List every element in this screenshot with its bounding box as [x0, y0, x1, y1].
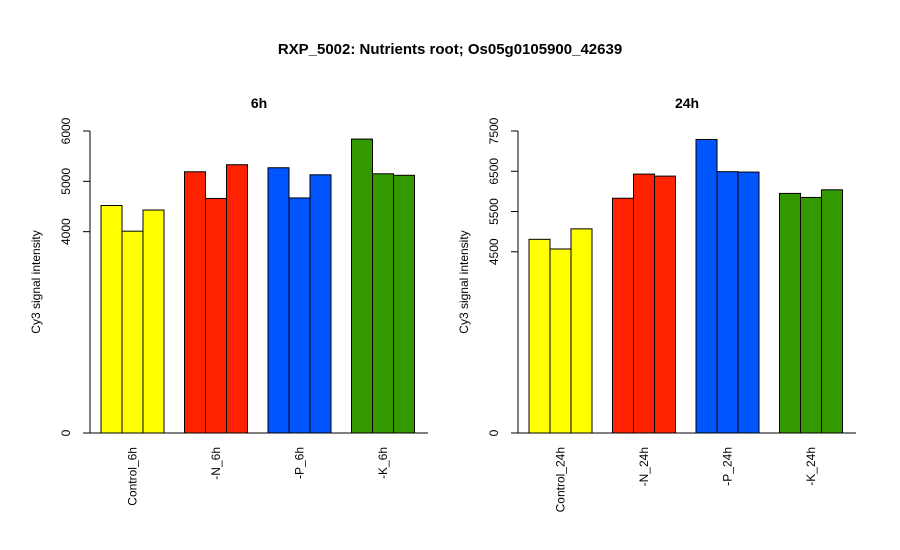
bar: [695, 138, 718, 434]
bar: [779, 192, 801, 434]
x-tick-label: -N_6h: [209, 447, 223, 480]
bar: [351, 138, 373, 434]
bar: [393, 174, 415, 434]
x-tick-label: -K_24h: [804, 447, 818, 486]
chart-title: RXP_5002: Nutrients root; Os05g0105900_4…: [278, 41, 622, 58]
y-axis-label: Cy3 signal intensity: [457, 230, 471, 333]
bar: [654, 175, 676, 434]
bar: [142, 209, 165, 434]
y-tick-label: 4000: [59, 218, 73, 245]
bar: [800, 196, 822, 434]
y-tick-label: 5500: [487, 198, 501, 225]
y-tick-label: 4500: [487, 238, 501, 265]
bar: [570, 228, 593, 434]
x-tick-label: -K_6h: [376, 447, 390, 479]
bar: [309, 174, 332, 434]
bar: [612, 197, 634, 434]
y-tick-label: 0: [487, 429, 501, 436]
x-tick-label: -P_6h: [293, 447, 307, 479]
bar: [372, 173, 394, 434]
bar: [528, 238, 551, 434]
y-tick-label: 6000: [59, 117, 73, 144]
bar: [288, 197, 311, 434]
panel-24h: 24h Cy3 signal intensity Control_24h -N_24h…: [457, 95, 856, 512]
bar: [716, 171, 739, 434]
bar: [205, 197, 227, 434]
x-tick-label: -N_24h: [637, 447, 651, 486]
x-tick-label: -P_24h: [721, 447, 735, 486]
y-tick-label: 5000: [59, 168, 73, 195]
bar: [549, 248, 572, 434]
bar: [267, 167, 290, 434]
bar: [226, 164, 248, 434]
y-tick-label: 0: [59, 429, 73, 436]
panel-title: 24h: [675, 95, 699, 111]
y-tick-label: 7500: [487, 117, 501, 144]
y-axis-label: Cy3 signal intensity: [29, 230, 43, 333]
panel-6h: 6h Cy3 signal intensity Control_6h -N_6h -P_…: [29, 95, 428, 506]
bar: [633, 173, 655, 434]
x-tick-label: Control_6h: [126, 447, 140, 506]
bar: [100, 204, 123, 434]
y-tick-label: 6500: [487, 158, 501, 185]
panel-title: 6h: [251, 95, 267, 111]
bar: [184, 171, 206, 434]
x-tick-label: Control_24h: [554, 447, 568, 512]
bar: [821, 189, 843, 434]
bar: [121, 230, 144, 434]
bar: [737, 171, 760, 434]
